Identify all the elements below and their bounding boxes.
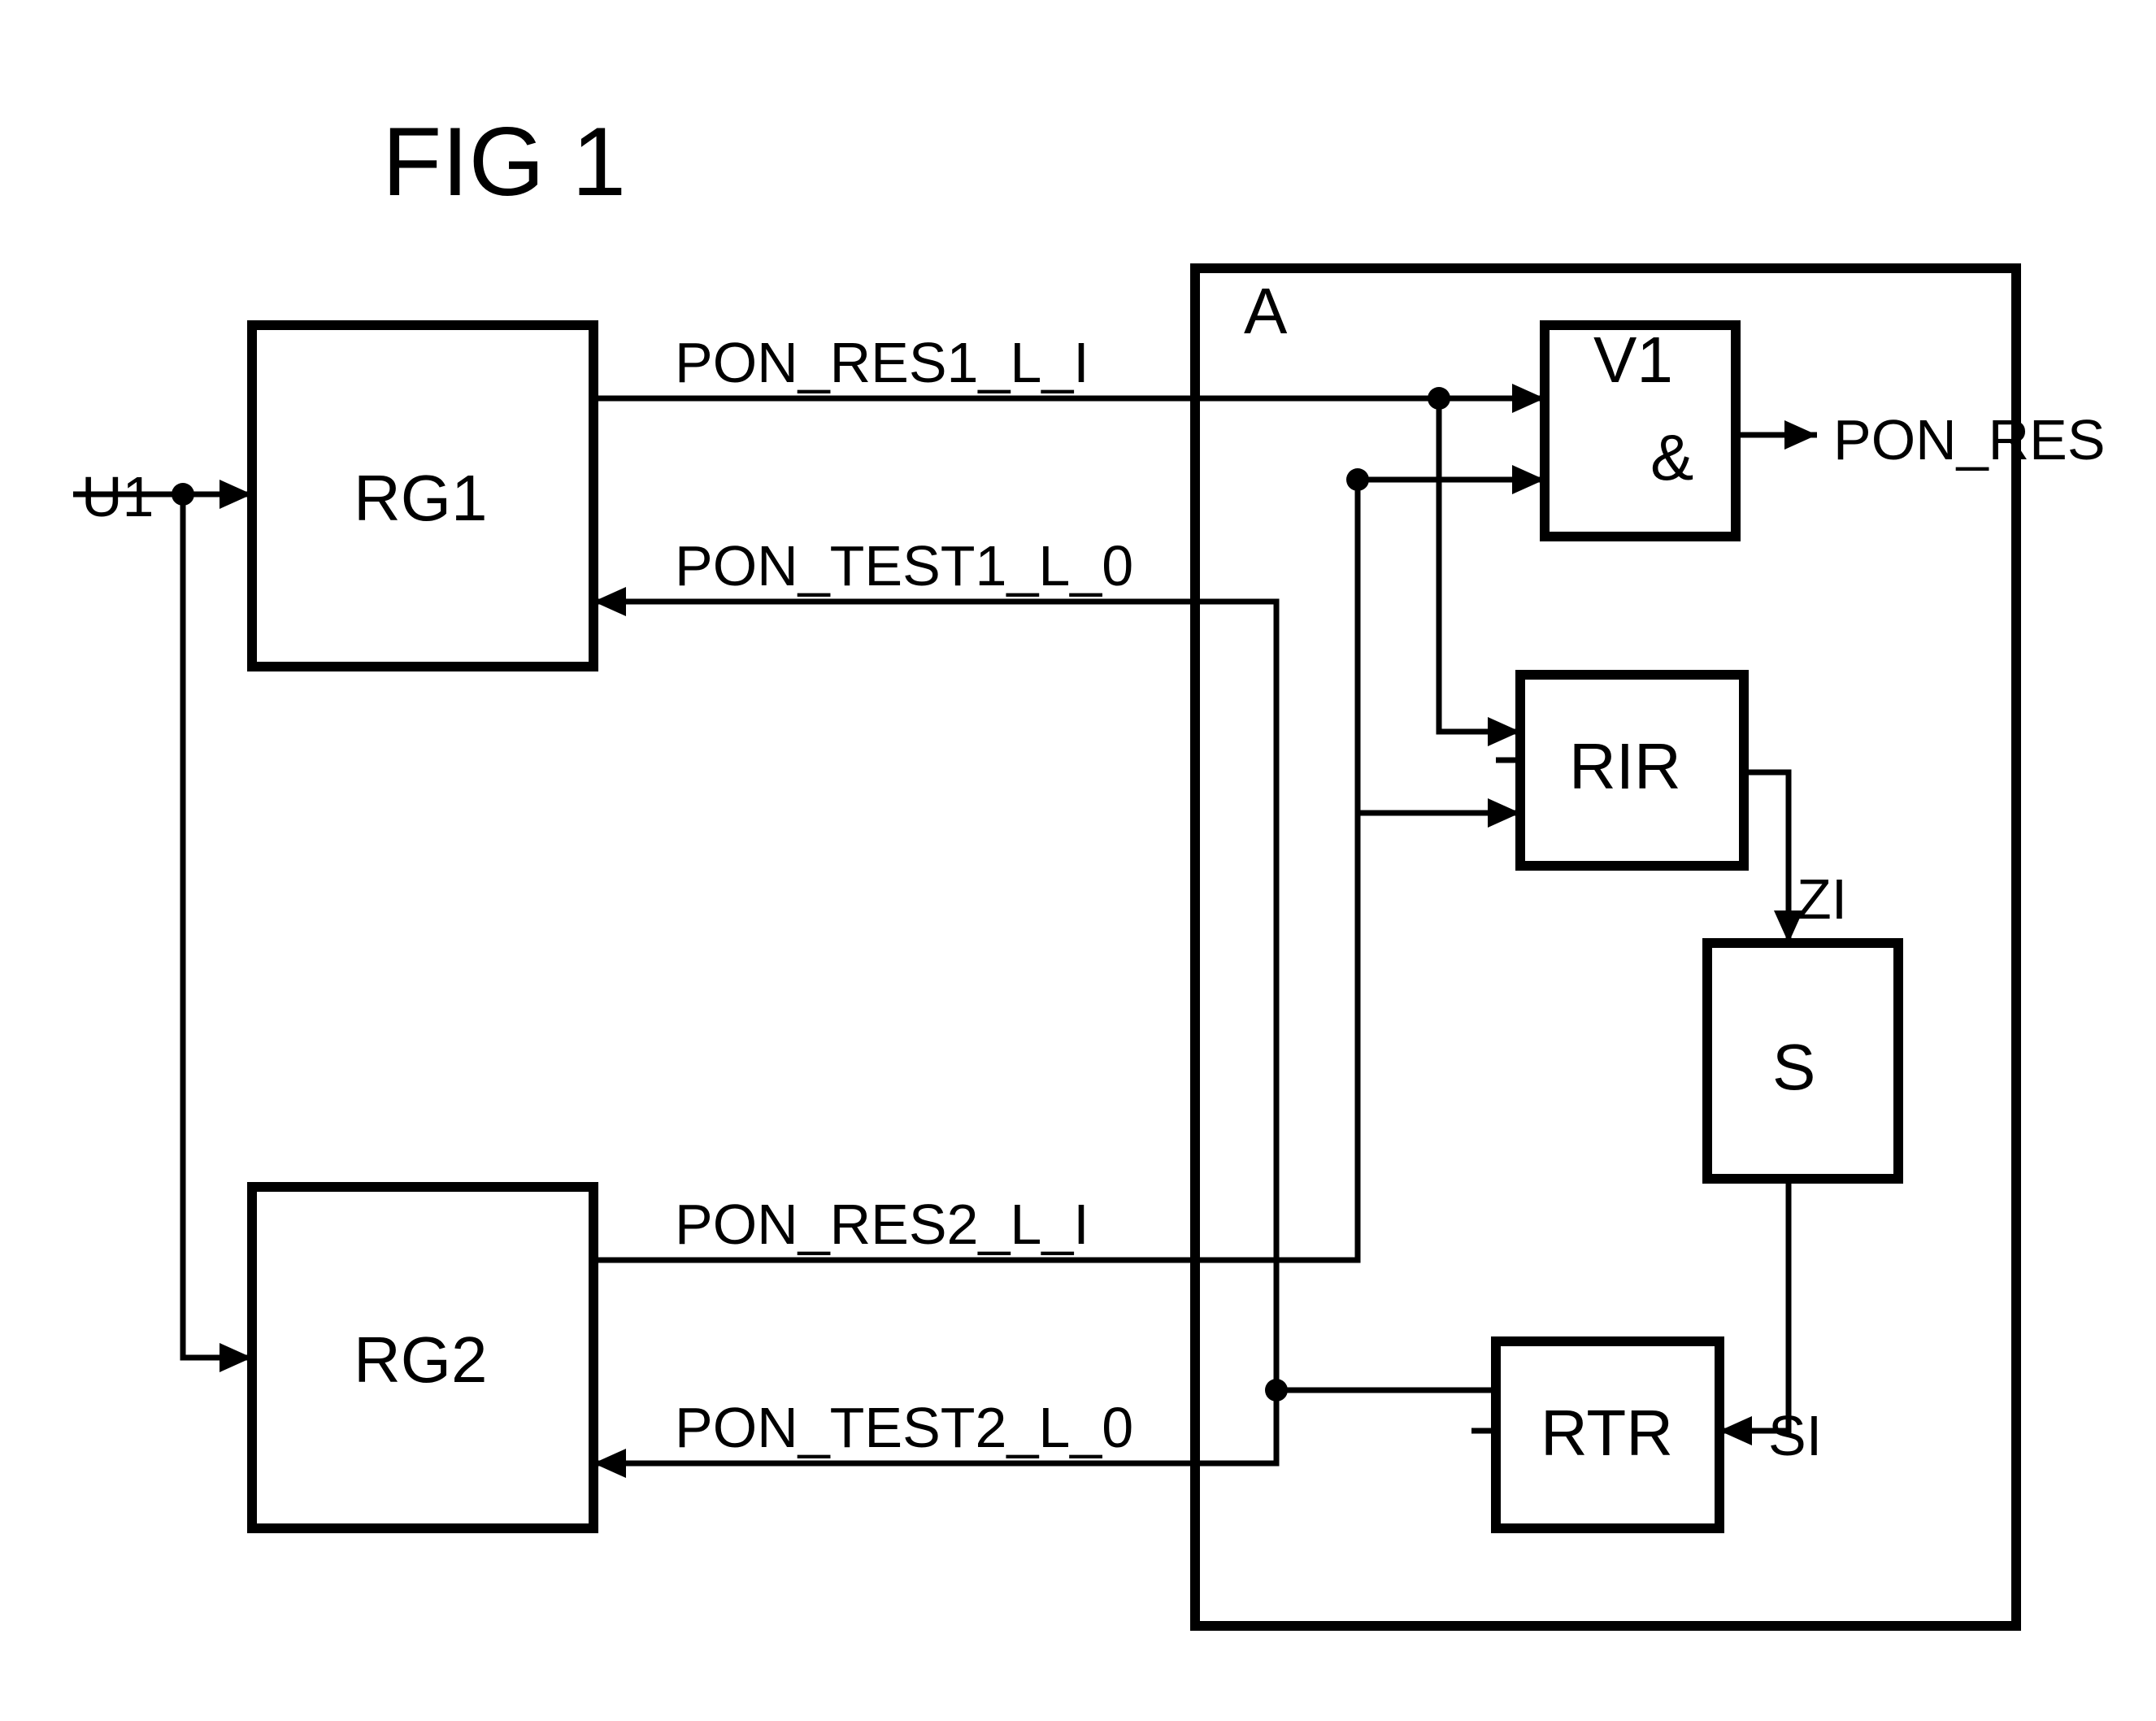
block-label-RTR: RTR [1541, 1397, 1673, 1469]
junction-dot [172, 483, 194, 506]
edge-S_to_RTR [1719, 1179, 1789, 1431]
edge-label-RIR_to_S: ZI [1797, 867, 1847, 931]
junction-dot [1265, 1379, 1288, 1402]
block-label-RIR: RIR [1569, 730, 1681, 802]
edge-label-RTR_to_TEST2: PON_TEST2_L_0 [675, 1396, 1133, 1459]
edge-U1_to_RG2 [183, 494, 252, 1358]
arrowhead-icon [1784, 420, 1817, 450]
block-label-RG1: RG1 [354, 462, 488, 534]
edge-label-U1_in: U1 [81, 465, 154, 528]
figure-title: FIG 1 [382, 107, 626, 216]
edge-RES1_to_RIR [1439, 398, 1520, 732]
block-label-A: A [1244, 275, 1288, 347]
edge-label-RES1: PON_RES1_L_I [675, 331, 1089, 394]
edge-label-V1_out: PON_RES [1833, 408, 2106, 472]
junction-dot [1428, 387, 1450, 410]
edge-label-RES2: PON_RES2_L_I [675, 1193, 1089, 1256]
block-label-S: S [1772, 1031, 1815, 1103]
junction-dot [1346, 468, 1369, 491]
edge-label-RTR_to_TEST1: PON_TEST1_L_0 [675, 534, 1133, 598]
block-label-V1: V1 [1593, 324, 1673, 396]
edge-label-S_to_RTR: SI [1768, 1404, 1822, 1467]
block-sublabel-V1: & [1650, 421, 1693, 493]
block-label-RG2: RG2 [354, 1323, 488, 1396]
